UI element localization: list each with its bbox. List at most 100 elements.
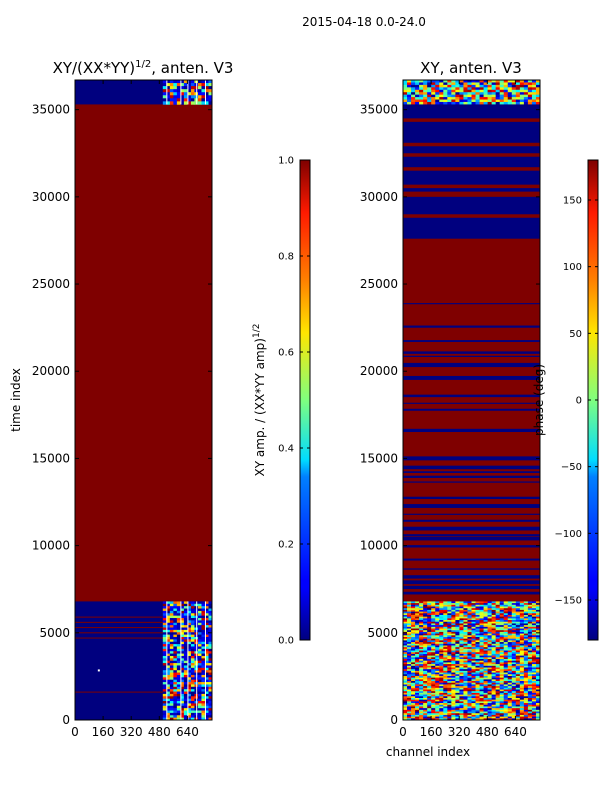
right-cell-mixed [487,611,492,614]
right-cell-mixed [483,89,488,93]
right-cell-mixed [451,701,456,704]
right-cell-mixed [499,99,505,103]
left-cell-mixed [183,689,188,692]
right-cell-mixed [463,626,468,629]
colorbar-tick-label: 0.4 [278,444,294,455]
left-cell-mixed [180,644,185,647]
right-cell-mixed [495,701,501,704]
right-cell-mixed [479,621,484,624]
right-cell-mixed [519,701,525,704]
right-cell-mixed [427,711,432,714]
right-cell-mixed [411,684,416,687]
right-cell-mixed [499,628,505,631]
right-cell-mixed [523,604,529,607]
right-cell-mixed [515,652,521,655]
right-cell-mixed [407,614,412,617]
right-cell-mixed [527,704,533,707]
right-cell-mixed [427,653,432,656]
right-cell-mixed [499,667,505,670]
right-cell-mixed [407,82,412,86]
left-cell-mixed [208,83,212,87]
right-cell-mixed [527,87,533,91]
left-cell-mixed [180,632,185,635]
right-cell-mixed [479,616,484,619]
right-cell-mixed [431,704,436,707]
left-cell-mixed [162,86,167,90]
right-cell-mixed [415,711,420,714]
left-cell-mixed [169,696,174,699]
right-cell-mixed [415,675,420,678]
right-cell-mixed [475,94,480,98]
right-cell-mixed [439,674,444,677]
left-cell-mixed [204,601,209,605]
left-cell-mixed [201,639,206,643]
left-cell-mixed [169,705,174,709]
left-cell-mixed [201,708,206,711]
right-cell-mixed [519,621,525,624]
right-cell-mixed [419,628,424,631]
right-cell-mixed [503,89,509,93]
right-cell-mixed [495,667,501,670]
left-cell-mixed [197,693,202,697]
right-cell-mixed [535,609,540,612]
right-cell-mixed [423,714,428,717]
right-cell-mixed [455,699,460,702]
right-cell-mixed [411,606,416,609]
left-cell-mixed [169,80,174,84]
left-cell-mixed [187,670,192,673]
left-cell-mixed [208,689,212,692]
right-cell-mixed [451,613,456,616]
right-cell-mixed [535,674,540,677]
left-cell-mixed [183,663,188,666]
right-cell-mixed [507,87,513,91]
right-cell-mixed [523,686,529,689]
right-cell-mixed [415,638,420,641]
right-cell-mixed [459,669,464,672]
left-cell-mixed [208,613,212,616]
left-cell-mixed [173,672,178,676]
right-cell-mixed [519,625,525,628]
right-cell-mixed [531,679,537,682]
left-cell-mixed [162,679,167,683]
right-cell-mixed [419,684,424,687]
right-cell-mixed [515,687,521,690]
right-cell-mixed [487,650,492,653]
right-cell-mixed [523,94,529,98]
left-cell-mixed [190,95,195,99]
right-cell-mixed [403,606,408,609]
left-cell-mixed [204,620,209,624]
right-cell-mixed [475,636,480,639]
left-cell-mixed [187,651,192,654]
right-cell-mixed [487,703,492,706]
right-cell-mixed [463,706,468,709]
right-cell-mixed [527,101,533,105]
left-cell-mixed [204,613,209,616]
left-cell-mixed [176,606,181,609]
right-cell-mixed [535,689,540,692]
left-cell-mixed [166,691,171,695]
right-cell-mixed [535,94,540,98]
right-cell-mixed [463,679,468,682]
right-cell-mixed [503,691,509,694]
left-cell-mixed [197,710,202,714]
right-cell-mixed [531,631,537,634]
left-cell-mixed [208,639,212,643]
right-cell-mixed [503,677,509,680]
right-cell-mixed [467,92,472,95]
right-cell-mixed [519,97,525,100]
right-cell-mixed [431,638,436,641]
right-cell-mixed [535,625,540,628]
left-cell-mixed [166,660,171,664]
right-cell-line [403,456,540,461]
left-cell-gap [196,80,198,105]
right-cell-mixed [423,709,428,712]
right-cell-mixed [503,645,509,648]
right-cell-mixed [491,672,496,675]
left-cell-mixed [197,629,202,633]
right-cell-mixed [515,640,521,643]
right-cell-mixed [459,660,464,663]
right-cell-mixed [507,672,513,675]
right-cell-mixed [419,645,424,648]
right-cell-mixed [515,692,521,695]
